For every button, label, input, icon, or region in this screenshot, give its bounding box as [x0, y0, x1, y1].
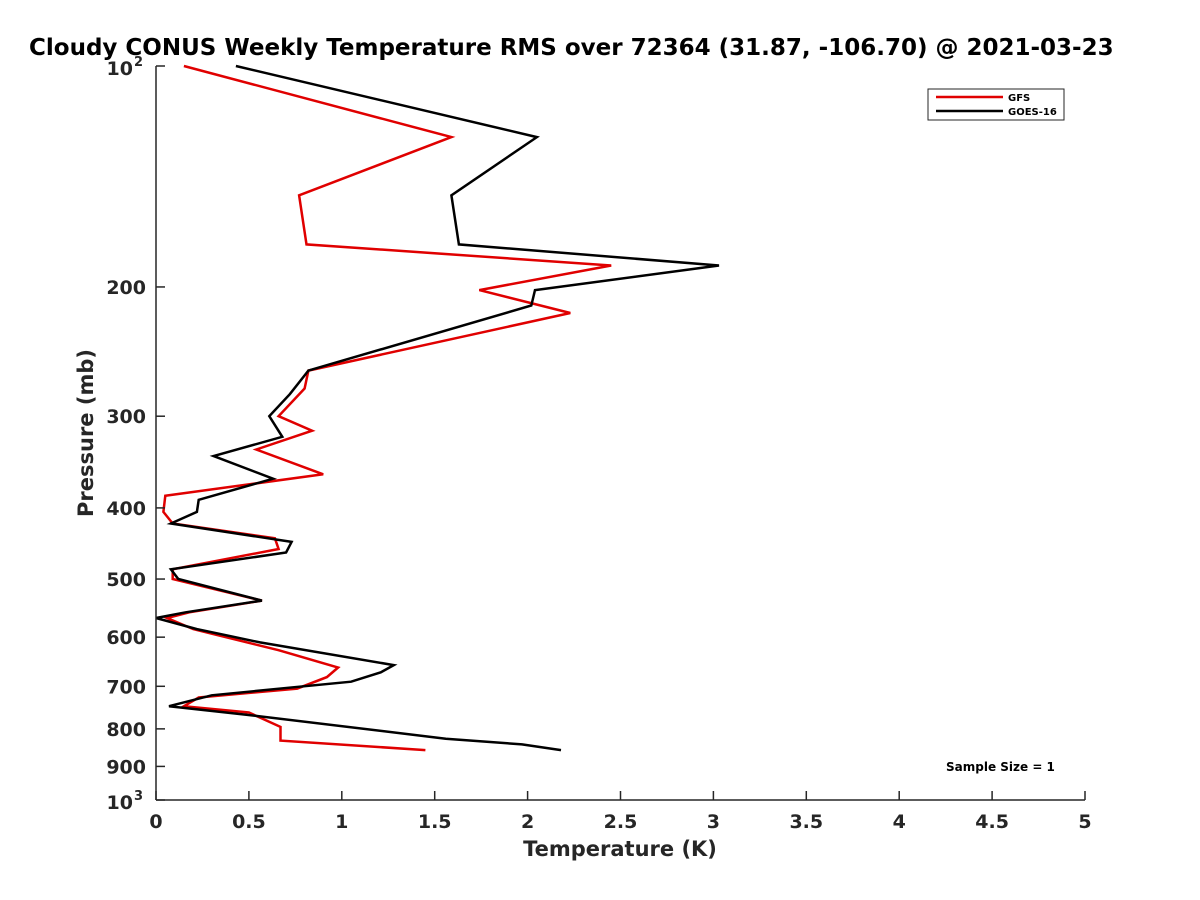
y-tick-label: 10 [107, 792, 133, 814]
x-tick-label: 5 [1078, 811, 1091, 833]
x-tick-label: 0.5 [232, 811, 266, 833]
y-axis-label: Pressure (mb) [74, 349, 98, 517]
x-tick-label: 4.5 [975, 811, 1009, 833]
y-tick-label: 400 [106, 498, 146, 520]
series-layer [155, 64, 720, 752]
x-tick-label: 1.5 [418, 811, 452, 833]
x-tick-label: 3 [707, 811, 720, 833]
y-tick-label: 10 [107, 58, 133, 80]
x-axis-label: Temperature (K) [523, 837, 717, 861]
y-tick-label: 500 [106, 569, 146, 591]
x-tick-label: 0 [149, 811, 162, 833]
legend-label-goes16: GOES-16 [1008, 107, 1057, 118]
y-tick-exponent: 2 [134, 55, 143, 70]
legend: GFS GOES-16 [927, 88, 1065, 121]
legend-box [927, 88, 1065, 121]
legend-label-gfs: GFS [1008, 93, 1030, 104]
y-tick-exponent: 3 [134, 789, 143, 804]
sample-size-annotation: Sample Size = 1 [946, 760, 1055, 774]
series-line-goes16 [155, 64, 720, 752]
x-tick-label: 4 [893, 811, 906, 833]
y-tick-label: 900 [106, 756, 146, 778]
x-tick-label: 1 [335, 811, 348, 833]
series-line-gfs [162, 64, 612, 752]
y-tick-label: 800 [106, 719, 146, 741]
y-tick-label: 300 [106, 406, 146, 428]
y-tick-label: 700 [106, 676, 146, 698]
x-tick-label: 2.5 [604, 811, 638, 833]
y-tick-label: 200 [106, 277, 146, 299]
x-ticks: 0 0.5 1 1.5 2 2.5 3 3.5 4 4.5 5 [149, 791, 1092, 833]
x-tick-label: 2 [521, 811, 534, 833]
y-tick-label: 600 [106, 627, 146, 649]
plot-area [155, 64, 720, 752]
chart-title: Cloudy CONUS Weekly Temperature RMS over… [29, 35, 1114, 61]
x-tick-label: 3.5 [789, 811, 823, 833]
